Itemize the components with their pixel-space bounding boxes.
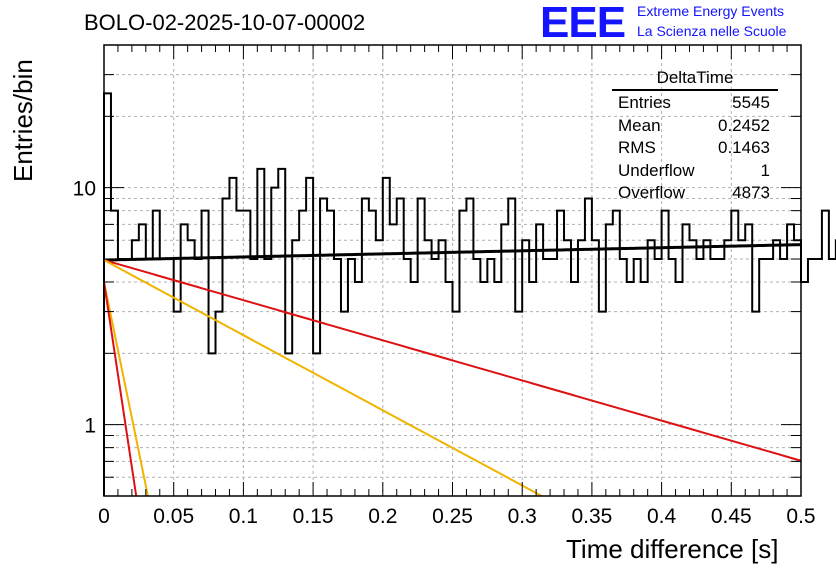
x-axis-label: Time difference [s] [566, 534, 779, 564]
stats-label: Entries [618, 93, 671, 112]
axes-frame [103, 44, 802, 497]
stats-title: DeltaTime [612, 68, 778, 91]
x-tick-label: 0.1 [229, 505, 258, 528]
x-tick-label: 0.45 [711, 505, 752, 528]
eee-logo: EEE [540, 0, 626, 47]
fit-curves [103, 243, 802, 497]
stats-value: 4873 [732, 183, 770, 202]
fit-curve [103, 259, 802, 462]
stats-value: 1 [760, 160, 770, 180]
x-tick-label: 0.15 [293, 505, 334, 528]
x-tick-label: 0.4 [647, 505, 677, 528]
stats-value: 5545 [732, 93, 770, 112]
stats-label: RMS [618, 138, 656, 157]
stats-row-entries: Entries 5545 [612, 92, 778, 115]
logo-line-2: La Scienza nelle Scuole [637, 23, 787, 39]
x-tick-label: 0.25 [432, 505, 473, 528]
stats-row-rms: RMS 0.1463 [612, 137, 778, 160]
stats-row-overflow: Overflow 4873 [612, 182, 778, 205]
x-tick-labels: 0 0.05 0.1 0.15 0.2 0.25 0.3 0.35 0.4 0.45 0.5 [98, 505, 815, 528]
plot-title: BOLO-02-2025-10-07-00002 [84, 10, 366, 35]
fit-curve [103, 281, 149, 497]
y-tick-label: 10 [73, 178, 96, 201]
logo-line-1: Extreme Energy Events [637, 3, 785, 19]
x-tick-label: 0.3 [508, 505, 537, 528]
x-tick-label: 0.5 [786, 505, 815, 528]
stats-value: 0.2452 [718, 115, 770, 135]
histogram-series [103, 92, 836, 496]
stats-row-underflow: Underflow 1 [612, 160, 778, 183]
x-tick-label: 0.05 [153, 505, 194, 528]
stats-label: Underflow [618, 160, 695, 180]
stats-row-mean: Mean 0.2452 [612, 115, 778, 138]
y-tick-labels: 1 10 [73, 178, 96, 438]
stats-label: Mean [618, 115, 661, 135]
x-tick-label: 0 [98, 505, 110, 528]
stats-value: 0.1463 [718, 138, 770, 157]
x-tick-label: 0.2 [368, 505, 397, 528]
stats-box: DeltaTime Entries 5545 Mean 0.2452 RMS 0… [612, 68, 778, 205]
fit-curve [103, 281, 138, 497]
fit-curve [103, 259, 543, 497]
stats-label: Overflow [618, 183, 686, 202]
y-tick-label: 1 [84, 415, 96, 438]
x-tick-label: 0.35 [571, 505, 612, 528]
histogram-step-line [103, 92, 836, 496]
fit-curve [103, 243, 802, 262]
y-axis-label: Entries/bin [8, 59, 38, 182]
